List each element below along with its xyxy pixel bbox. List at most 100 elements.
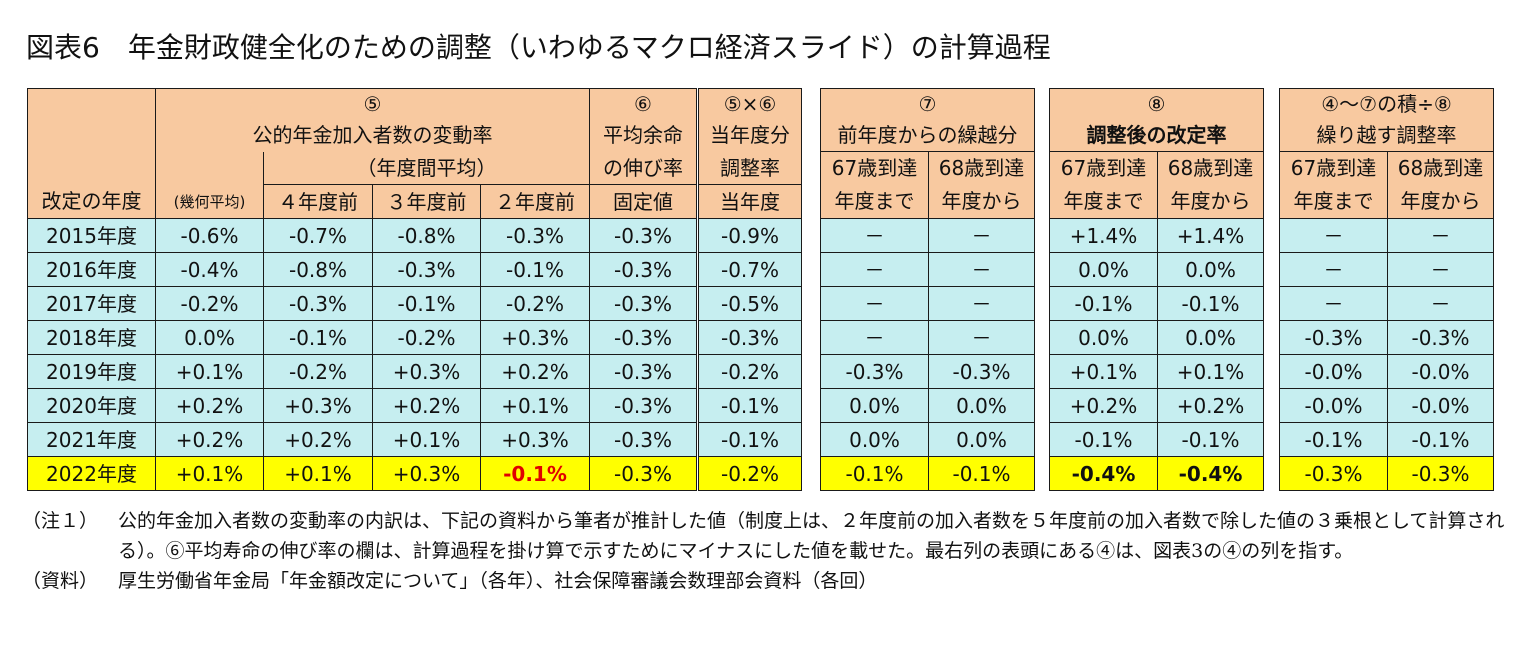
value-cell: － — [820, 286, 929, 321]
value-cell: +0.3% — [372, 354, 481, 389]
value-cell: 0.0% — [820, 422, 929, 457]
table-adjusted-rate: ⑧ 調整後の改定率 67歳到達 68歳到達 年度まで 年度から +1.4% +1.4%… — [1049, 88, 1264, 491]
note-1-text: 公的年金加入者数の変動率の内訳は、下記の資料から筆者が推計した値（制度上は、２年… — [118, 510, 1505, 562]
note-1: （注１） 公的年金加入者数の変動率の内訳は、下記の資料から筆者が推計した値（制度… — [22, 506, 1512, 566]
header-col5-geomean: (幾何平均) — [155, 151, 264, 219]
table-row: －－ — [820, 218, 1035, 253]
header-col5-title: 公的年金加入者数の変動率 — [155, 118, 590, 152]
value-cell: -0.2% — [697, 456, 802, 491]
value-cell: -0.3% — [1387, 456, 1494, 491]
value-cell: -0.1% — [1049, 422, 1158, 457]
value-cell: -0.0% — [1279, 388, 1388, 423]
table-row: 2017年度 -0.2% -0.3% -0.1% -0.2% -0.3% -0.5% — [27, 286, 802, 321]
value-cell: － — [820, 252, 929, 287]
table-row: －－ — [820, 286, 1035, 321]
header-col9-title: 繰り越す調整率 — [1279, 118, 1494, 152]
header-year: 改定の年度 — [27, 88, 156, 219]
value-cell: +0.1% — [480, 388, 590, 423]
value-cell: -0.1% — [928, 456, 1035, 491]
value-cell: － — [820, 218, 929, 253]
value-cell: － — [820, 320, 929, 355]
value-cell: -0.3% — [1387, 320, 1494, 355]
header-col5-4yr: ４年度前 — [263, 184, 373, 219]
value-cell: -0.3% — [820, 354, 929, 389]
value-cell: +1.4% — [1049, 218, 1158, 253]
value-cell: +0.2% — [263, 422, 373, 457]
value-cell: -0.1% — [1387, 422, 1494, 457]
value-cell: +0.1% — [1157, 354, 1264, 389]
value-cell: -0.3% — [1279, 456, 1388, 491]
value-cell: -0.1% — [697, 388, 802, 423]
table-row: 0.0% 0.0% — [820, 422, 1035, 457]
value-cell: +0.3% — [480, 320, 590, 355]
value-cell: － — [1279, 286, 1388, 321]
notes: （注１） 公的年金加入者数の変動率の内訳は、下記の資料から筆者が推計した値（制度… — [22, 506, 1512, 596]
header-col5-num: ⑤ — [155, 88, 590, 119]
value-cell: -0.1% — [1279, 422, 1388, 457]
table-carry-forward: ④～⑦の積÷⑧ 繰り越す調整率 67歳到達 68歳到達 年度まで 年度から －－ －… — [1279, 88, 1494, 491]
table-row: 2018年度 0.0% -0.1% -0.2% +0.3% -0.3% -0.3% — [27, 320, 802, 355]
value-cell: -0.1% — [1157, 286, 1264, 321]
value-cell-highlight: -0.4% — [1049, 456, 1158, 491]
value-cell: +0.2% — [1157, 388, 1264, 423]
header-col8-sub2b: 年度から — [1157, 184, 1264, 219]
year-cell: 2018年度 — [27, 320, 156, 355]
value-cell: － — [1279, 252, 1388, 287]
header-col56-line1: 当年度分 — [697, 118, 802, 152]
header-col9-formula: ④～⑦の積÷⑧ — [1279, 88, 1494, 119]
value-cell: -0.2% — [372, 320, 481, 355]
header-col6-line1: 平均余命 — [589, 118, 699, 152]
table-row: -0.3% -0.3% — [1279, 320, 1494, 355]
table-row: －－ — [820, 252, 1035, 287]
header-col7-sub2a: 68歳到達 — [928, 151, 1035, 185]
table-row: 2020年度 +0.2% +0.3% +0.2% +0.1% -0.3% -0.1% — [27, 388, 802, 423]
note-source-text: 厚生労働省年金局「年金額改定について」（各年）、社会保障審議会数理部会資料（各回… — [118, 570, 878, 592]
header-col8-title: 調整後の改定率 — [1049, 118, 1264, 152]
table-row: 0.0% 0.0% — [1049, 320, 1264, 355]
value-cell: － — [928, 286, 1035, 321]
value-cell: -0.3% — [372, 252, 481, 287]
value-cell: -0.7% — [697, 252, 802, 287]
value-cell: -0.1% — [820, 456, 929, 491]
value-cell: -0.1% — [1049, 286, 1158, 321]
value-cell: -0.4% — [155, 252, 264, 287]
year-cell: 2019年度 — [27, 354, 156, 389]
value-cell: +0.1% — [155, 456, 264, 491]
table-main: 改定の年度 ⑤ ⑥ ⑤×⑥ 公的年金加入者数の変動率 平均余命 当年度分 (幾何… — [27, 88, 802, 491]
value-cell: -0.1% — [263, 320, 373, 355]
value-cell: － — [1387, 218, 1494, 253]
header-col8-sub1b: 年度まで — [1049, 184, 1158, 219]
table-row: 2015年度 -0.6% -0.7% -0.8% -0.3% -0.3% -0.9% — [27, 218, 802, 253]
value-cell: -0.3% — [589, 456, 699, 491]
year-cell: 2020年度 — [27, 388, 156, 423]
note-source: （資料） 厚生労働省年金局「年金額改定について」（各年）、社会保障審議会数理部会… — [22, 566, 1512, 596]
table-row: 0.0% 0.0% — [1049, 252, 1264, 287]
table-row: +1.4% +1.4% — [1049, 218, 1264, 253]
value-cell: +0.1% — [1049, 354, 1158, 389]
header-col56-num: ⑤×⑥ — [697, 88, 802, 119]
value-cell: -0.9% — [697, 218, 802, 253]
year-cell: 2015年度 — [27, 218, 156, 253]
table-row: -0.0% -0.0% — [1279, 388, 1494, 423]
header-col6-line3: 固定値 — [589, 184, 699, 219]
header-col8-num: ⑧ — [1049, 88, 1264, 119]
table-row: -0.1% -0.1% — [1049, 286, 1264, 321]
header-col5-subtitle: （年度間平均） — [263, 151, 590, 185]
header-col9-sub1a: 67歳到達 — [1279, 151, 1388, 185]
table-row: +0.1% +0.1% — [1049, 354, 1264, 389]
table-row: -0.1% -0.1% — [1049, 422, 1264, 457]
year-cell: 2022年度 — [27, 456, 156, 491]
value-cell: -0.0% — [1279, 354, 1388, 389]
table-row: 0.0% 0.0% — [820, 388, 1035, 423]
value-cell: － — [1279, 218, 1388, 253]
value-cell: -0.0% — [1387, 354, 1494, 389]
value-cell: 0.0% — [928, 422, 1035, 457]
table-row: －－ — [1279, 286, 1494, 321]
value-cell: 0.0% — [1049, 320, 1158, 355]
header-col8-sub1a: 67歳到達 — [1049, 151, 1158, 185]
note-source-label: （資料） — [22, 570, 99, 592]
header-col6-num: ⑥ — [589, 88, 699, 119]
figure-title: 図表6 年金財政健全化のための調整（いわゆるマクロ経済スライド）の計算過程 — [26, 31, 1051, 64]
value-cell: -0.5% — [697, 286, 802, 321]
table-row: -0.1% -0.1% — [1279, 422, 1494, 457]
